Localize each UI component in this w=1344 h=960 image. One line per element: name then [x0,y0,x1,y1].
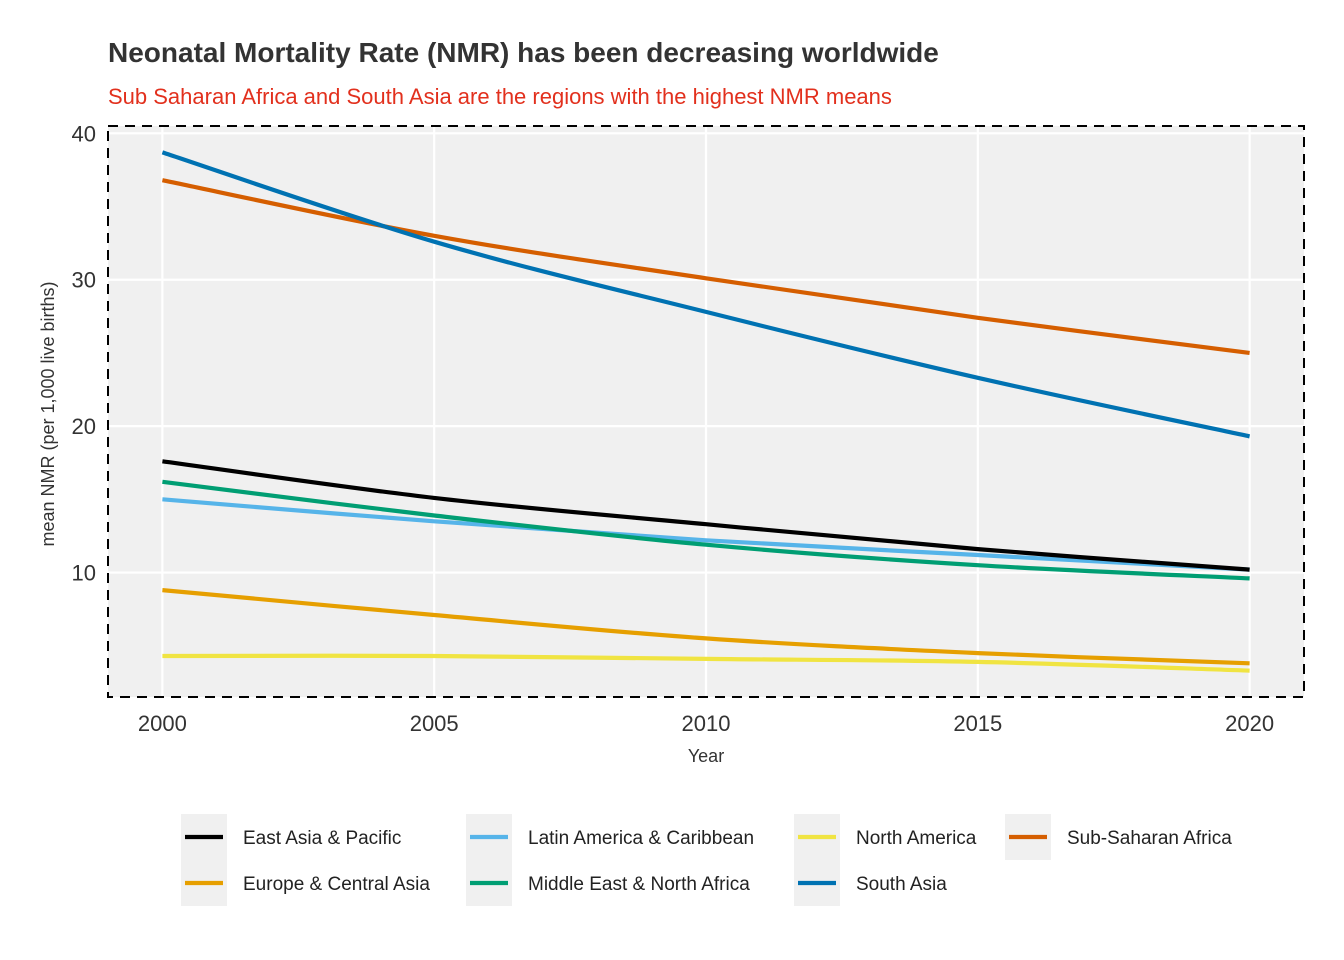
y-axis-title: mean NMR (per 1,000 live births) [38,281,58,546]
chart-subtitle: Sub Saharan Africa and South Asia are th… [108,84,892,109]
y-tick-label: 20 [72,414,96,439]
x-tick-label: 2000 [138,711,187,736]
x-tick-label: 2015 [953,711,1002,736]
series-line-sub-saharan-africa [161,178,1250,355]
series-line-north-america [162,653,1250,673]
legend-label-middle-east-north-africa: Middle East & North Africa [528,874,750,895]
series-line-europe-central-asia [162,588,1250,666]
x-axis-ticks: 2000 2005 2010 2015 2020 [138,711,1274,736]
series-lines [161,150,1251,673]
legend-label-sub-saharan-africa: Sub-Saharan Africa [1067,828,1232,849]
legend-label-europe-central-asia: Europe & Central Asia [243,874,430,895]
legend-label-latin-america-caribbean: Latin America & Caribbean [528,828,754,849]
y-axis-ticks: 10 20 30 40 [72,121,96,585]
legend: East Asia & Pacific Europe & Central Asia… [181,814,1232,906]
legend-label-east-asia-pacific: East Asia & Pacific [243,828,401,849]
y-tick-label: 30 [72,268,96,293]
legend-label-south-asia: South Asia [856,874,947,895]
x-tick-label: 2010 [682,711,731,736]
legend-label-north-america: North America [856,828,977,849]
series-line-latin-america-caribbean [162,497,1250,572]
series-line-middle-east-north-africa [162,479,1250,581]
plot-border [107,125,1305,698]
series-line-south-asia [161,150,1251,439]
series-line-east-asia-pacific [162,459,1250,572]
chart-title: Neonatal Mortality Rate (NMR) has been d… [108,37,939,68]
y-tick-label: 40 [72,121,96,146]
y-tick-label: 10 [72,561,96,586]
x-tick-label: 2005 [410,711,459,736]
x-tick-label: 2020 [1225,711,1274,736]
x-axis-title: Year [688,746,724,766]
